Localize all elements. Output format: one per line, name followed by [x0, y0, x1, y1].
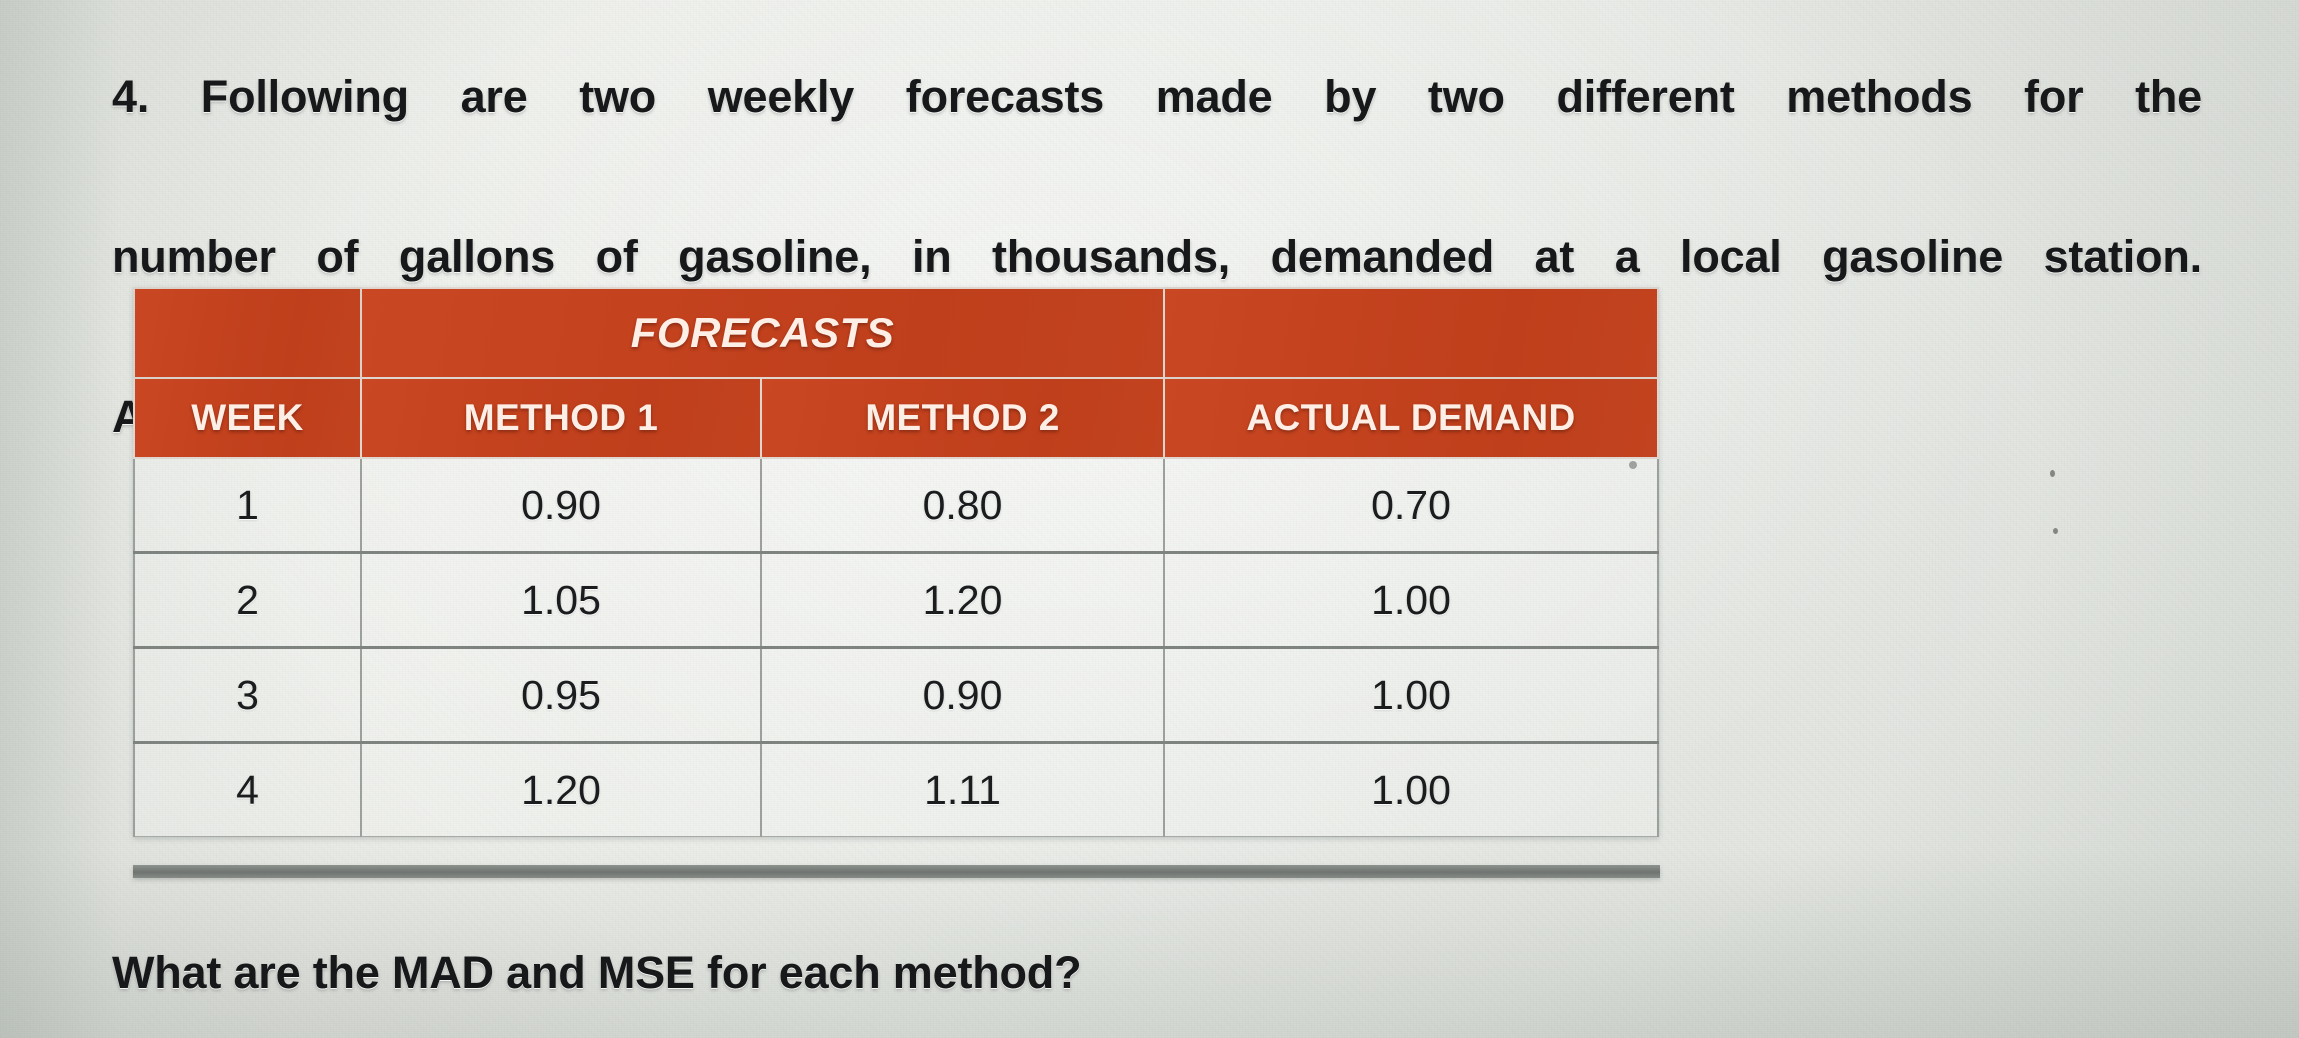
paper-speck [2053, 528, 2058, 534]
table-body: 1 0.90 0.80 0.70 2 1.05 1.20 1.00 3 0.95… [133, 457, 1660, 837]
header-blank-left [133, 287, 362, 379]
cell-actual-demand: 0.70 [1163, 457, 1660, 553]
cell-method-1: 0.95 [360, 646, 762, 743]
cell-method-2: 0.80 [759, 457, 1166, 553]
forecast-data-table: FORECASTS WEEK METHOD 1 METHOD 2 ACTUAL … [133, 287, 1660, 837]
header-forecasts-group: FORECASTS [359, 287, 1166, 379]
intro-line-2: number of gallons of gasoline, in thousa… [112, 231, 2202, 282]
table-header: FORECASTS WEEK METHOD 1 METHOD 2 ACTUAL … [133, 287, 1660, 459]
cell-actual-demand: 1.00 [1163, 646, 1660, 743]
closing-question: What are the MAD and MSE for each method… [112, 947, 1082, 998]
cell-actual-demand: 1.00 [1163, 551, 1660, 648]
cell-actual-demand: 1.00 [1163, 741, 1660, 837]
column-header-method-2: METHOD 2 [759, 377, 1166, 459]
intro-line-1: 4. Following are two weekly forecasts ma… [112, 71, 2202, 122]
column-header-method-1: METHOD 1 [360, 377, 762, 459]
cell-week: 2 [133, 551, 362, 648]
cell-method-2: 0.90 [759, 646, 1166, 743]
paper-speck [2050, 470, 2055, 477]
column-header-week: WEEK [133, 377, 362, 459]
table-row: 2 1.05 1.20 1.00 [133, 551, 1660, 648]
column-header-actual-demand: ACTUAL DEMAND [1163, 377, 1660, 459]
table-bottom-rail [133, 865, 1660, 878]
table-row: 1 0.90 0.80 0.70 [133, 457, 1660, 553]
table-row: 3 0.95 0.90 1.00 [133, 646, 1660, 743]
table-header-group-row: FORECASTS [133, 287, 1660, 379]
cell-method-2: 1.20 [759, 551, 1166, 648]
cell-week: 3 [133, 646, 362, 743]
cell-method-1: 1.20 [360, 741, 762, 837]
cell-method-1: 1.05 [360, 551, 762, 648]
cell-method-1: 0.90 [360, 457, 762, 553]
header-blank-right [1163, 287, 1660, 379]
cell-week: 4 [133, 741, 362, 837]
cell-method-2: 1.11 [759, 741, 1166, 837]
cell-week: 1 [133, 457, 362, 553]
table-row: 4 1.20 1.11 1.00 [133, 741, 1660, 837]
table-header-column-row: WEEK METHOD 1 METHOD 2 ACTUAL DEMAND [133, 377, 1660, 459]
